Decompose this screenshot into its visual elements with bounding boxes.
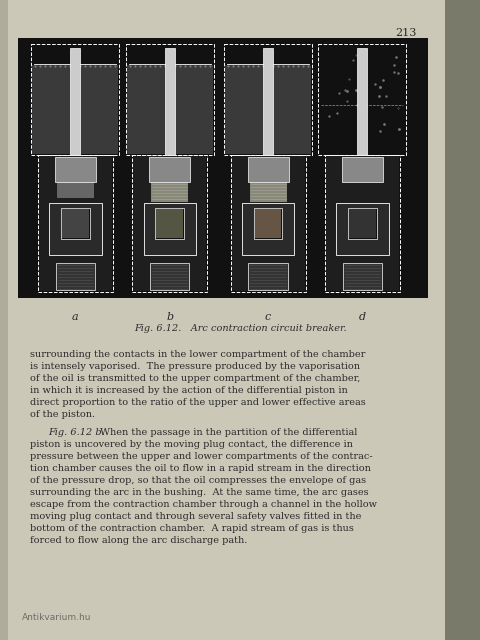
Bar	[56, 262, 95, 290]
Text: is intensely vaporised.  The pressure produced by the vaporisation: is intensely vaporised. The pressure pro…	[30, 362, 360, 371]
Text: Fig. 6.12 b.: Fig. 6.12 b.	[48, 428, 105, 437]
Text: 213: 213	[396, 28, 417, 38]
Text: surrounding the contacts in the lower compartment of the chamber: surrounding the contacts in the lower co…	[30, 350, 365, 359]
Bar	[326, 156, 399, 291]
Bar	[231, 155, 305, 292]
Bar	[348, 208, 377, 239]
Bar	[336, 203, 389, 255]
Bar	[57, 182, 94, 198]
Text: d: d	[359, 312, 366, 322]
Bar	[38, 155, 113, 292]
Text: direct proportion to the ratio of the upper and lower effective areas: direct proportion to the ratio of the up…	[30, 398, 366, 407]
Bar	[445, 0, 480, 640]
Bar	[133, 156, 206, 291]
Bar	[242, 203, 294, 255]
Text: c: c	[265, 312, 271, 322]
Bar	[318, 44, 407, 155]
Bar	[224, 44, 312, 155]
Bar	[127, 65, 213, 154]
Bar	[151, 182, 188, 202]
Bar	[232, 156, 304, 291]
Text: b: b	[166, 312, 173, 322]
Bar	[254, 208, 283, 239]
Bar	[71, 48, 81, 155]
Bar	[31, 44, 120, 155]
Text: pressure between the upper and lower compartments of the contrac-: pressure between the upper and lower com…	[30, 452, 372, 461]
Bar	[0, 0, 8, 640]
Bar	[225, 65, 311, 154]
Bar	[255, 209, 281, 239]
Bar	[358, 48, 367, 155]
Bar	[349, 209, 376, 239]
Text: tion chamber causes the oil to flow in a rapid stream in the direction: tion chamber causes the oil to flow in a…	[30, 464, 371, 473]
Text: forced to flow along the arc discharge path.: forced to flow along the arc discharge p…	[30, 536, 247, 545]
Text: When the passage in the partition of the differential: When the passage in the partition of the…	[100, 428, 358, 437]
Bar	[150, 262, 189, 290]
Bar	[249, 262, 288, 290]
Bar	[144, 203, 196, 255]
Text: of the pressure drop, so that the oil compresses the envelope of gas: of the pressure drop, so that the oil co…	[30, 476, 366, 485]
Bar	[342, 157, 383, 182]
Bar	[39, 156, 112, 291]
Bar	[250, 182, 287, 202]
Bar	[62, 209, 89, 239]
Bar	[156, 209, 183, 239]
Bar	[132, 155, 207, 292]
Bar	[126, 44, 214, 155]
Bar	[149, 157, 190, 182]
Bar	[343, 262, 382, 290]
Bar	[49, 203, 102, 255]
Text: a: a	[72, 312, 79, 322]
Bar	[248, 157, 288, 182]
Text: Fig. 6.12.   Arc contraction circuit breaker.: Fig. 6.12. Arc contraction circuit break…	[134, 324, 346, 333]
Text: moving plug contact and through several safety valves fitted in the: moving plug contact and through several …	[30, 512, 361, 521]
Text: of the piston.: of the piston.	[30, 410, 95, 419]
Bar	[18, 38, 428, 298]
Text: in which it is increased by the action of the differential piston in: in which it is increased by the action o…	[30, 386, 348, 395]
Bar	[55, 157, 96, 182]
Text: Antikvarium.hu: Antikvarium.hu	[22, 613, 92, 622]
Text: escape from the contraction chamber through a channel in the hollow: escape from the contraction chamber thro…	[30, 500, 377, 509]
Bar	[33, 65, 119, 154]
Text: surrounding the arc in the bushing.  At the same time, the arc gases: surrounding the arc in the bushing. At t…	[30, 488, 369, 497]
Bar	[156, 208, 184, 239]
Text: of the oil is transmitted to the upper compartment of the chamber,: of the oil is transmitted to the upper c…	[30, 374, 360, 383]
Bar	[263, 48, 273, 155]
Bar	[325, 155, 400, 292]
Bar	[61, 208, 90, 239]
Bar	[165, 48, 175, 155]
Text: piston is uncovered by the moving plug contact, the difference in: piston is uncovered by the moving plug c…	[30, 440, 353, 449]
Text: bottom of the contraction chamber.  A rapid stream of gas is thus: bottom of the contraction chamber. A rap…	[30, 524, 354, 533]
